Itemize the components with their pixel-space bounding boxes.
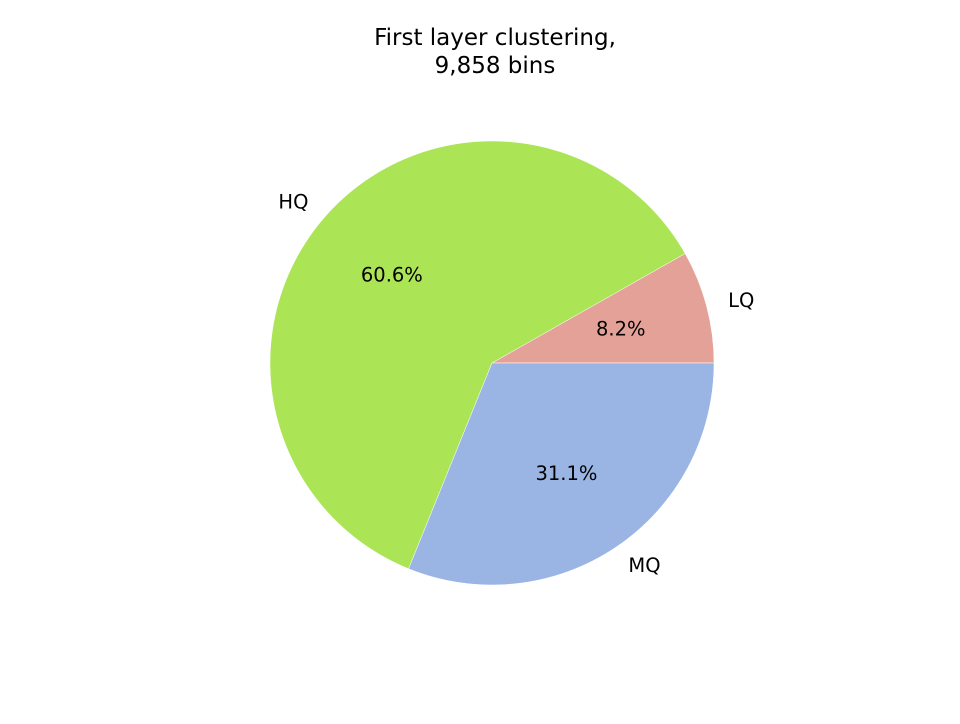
slice-label-lq: LQ bbox=[728, 289, 754, 312]
pie-slice-lq bbox=[491, 253, 715, 364]
pie-slice-hq bbox=[269, 140, 686, 570]
pie-slice-mq bbox=[408, 362, 715, 586]
chart-title-line-1: First layer clustering, bbox=[374, 25, 616, 51]
slice-percent-lq: 8.2% bbox=[596, 318, 646, 341]
slice-label-hq: HQ bbox=[278, 190, 308, 213]
slice-percent-mq: 31.1% bbox=[535, 462, 597, 485]
chart-title-line-2: 9,858 bins bbox=[434, 53, 556, 79]
slice-label-mq: MQ bbox=[628, 554, 660, 577]
slice-percent-hq: 60.6% bbox=[361, 264, 423, 287]
